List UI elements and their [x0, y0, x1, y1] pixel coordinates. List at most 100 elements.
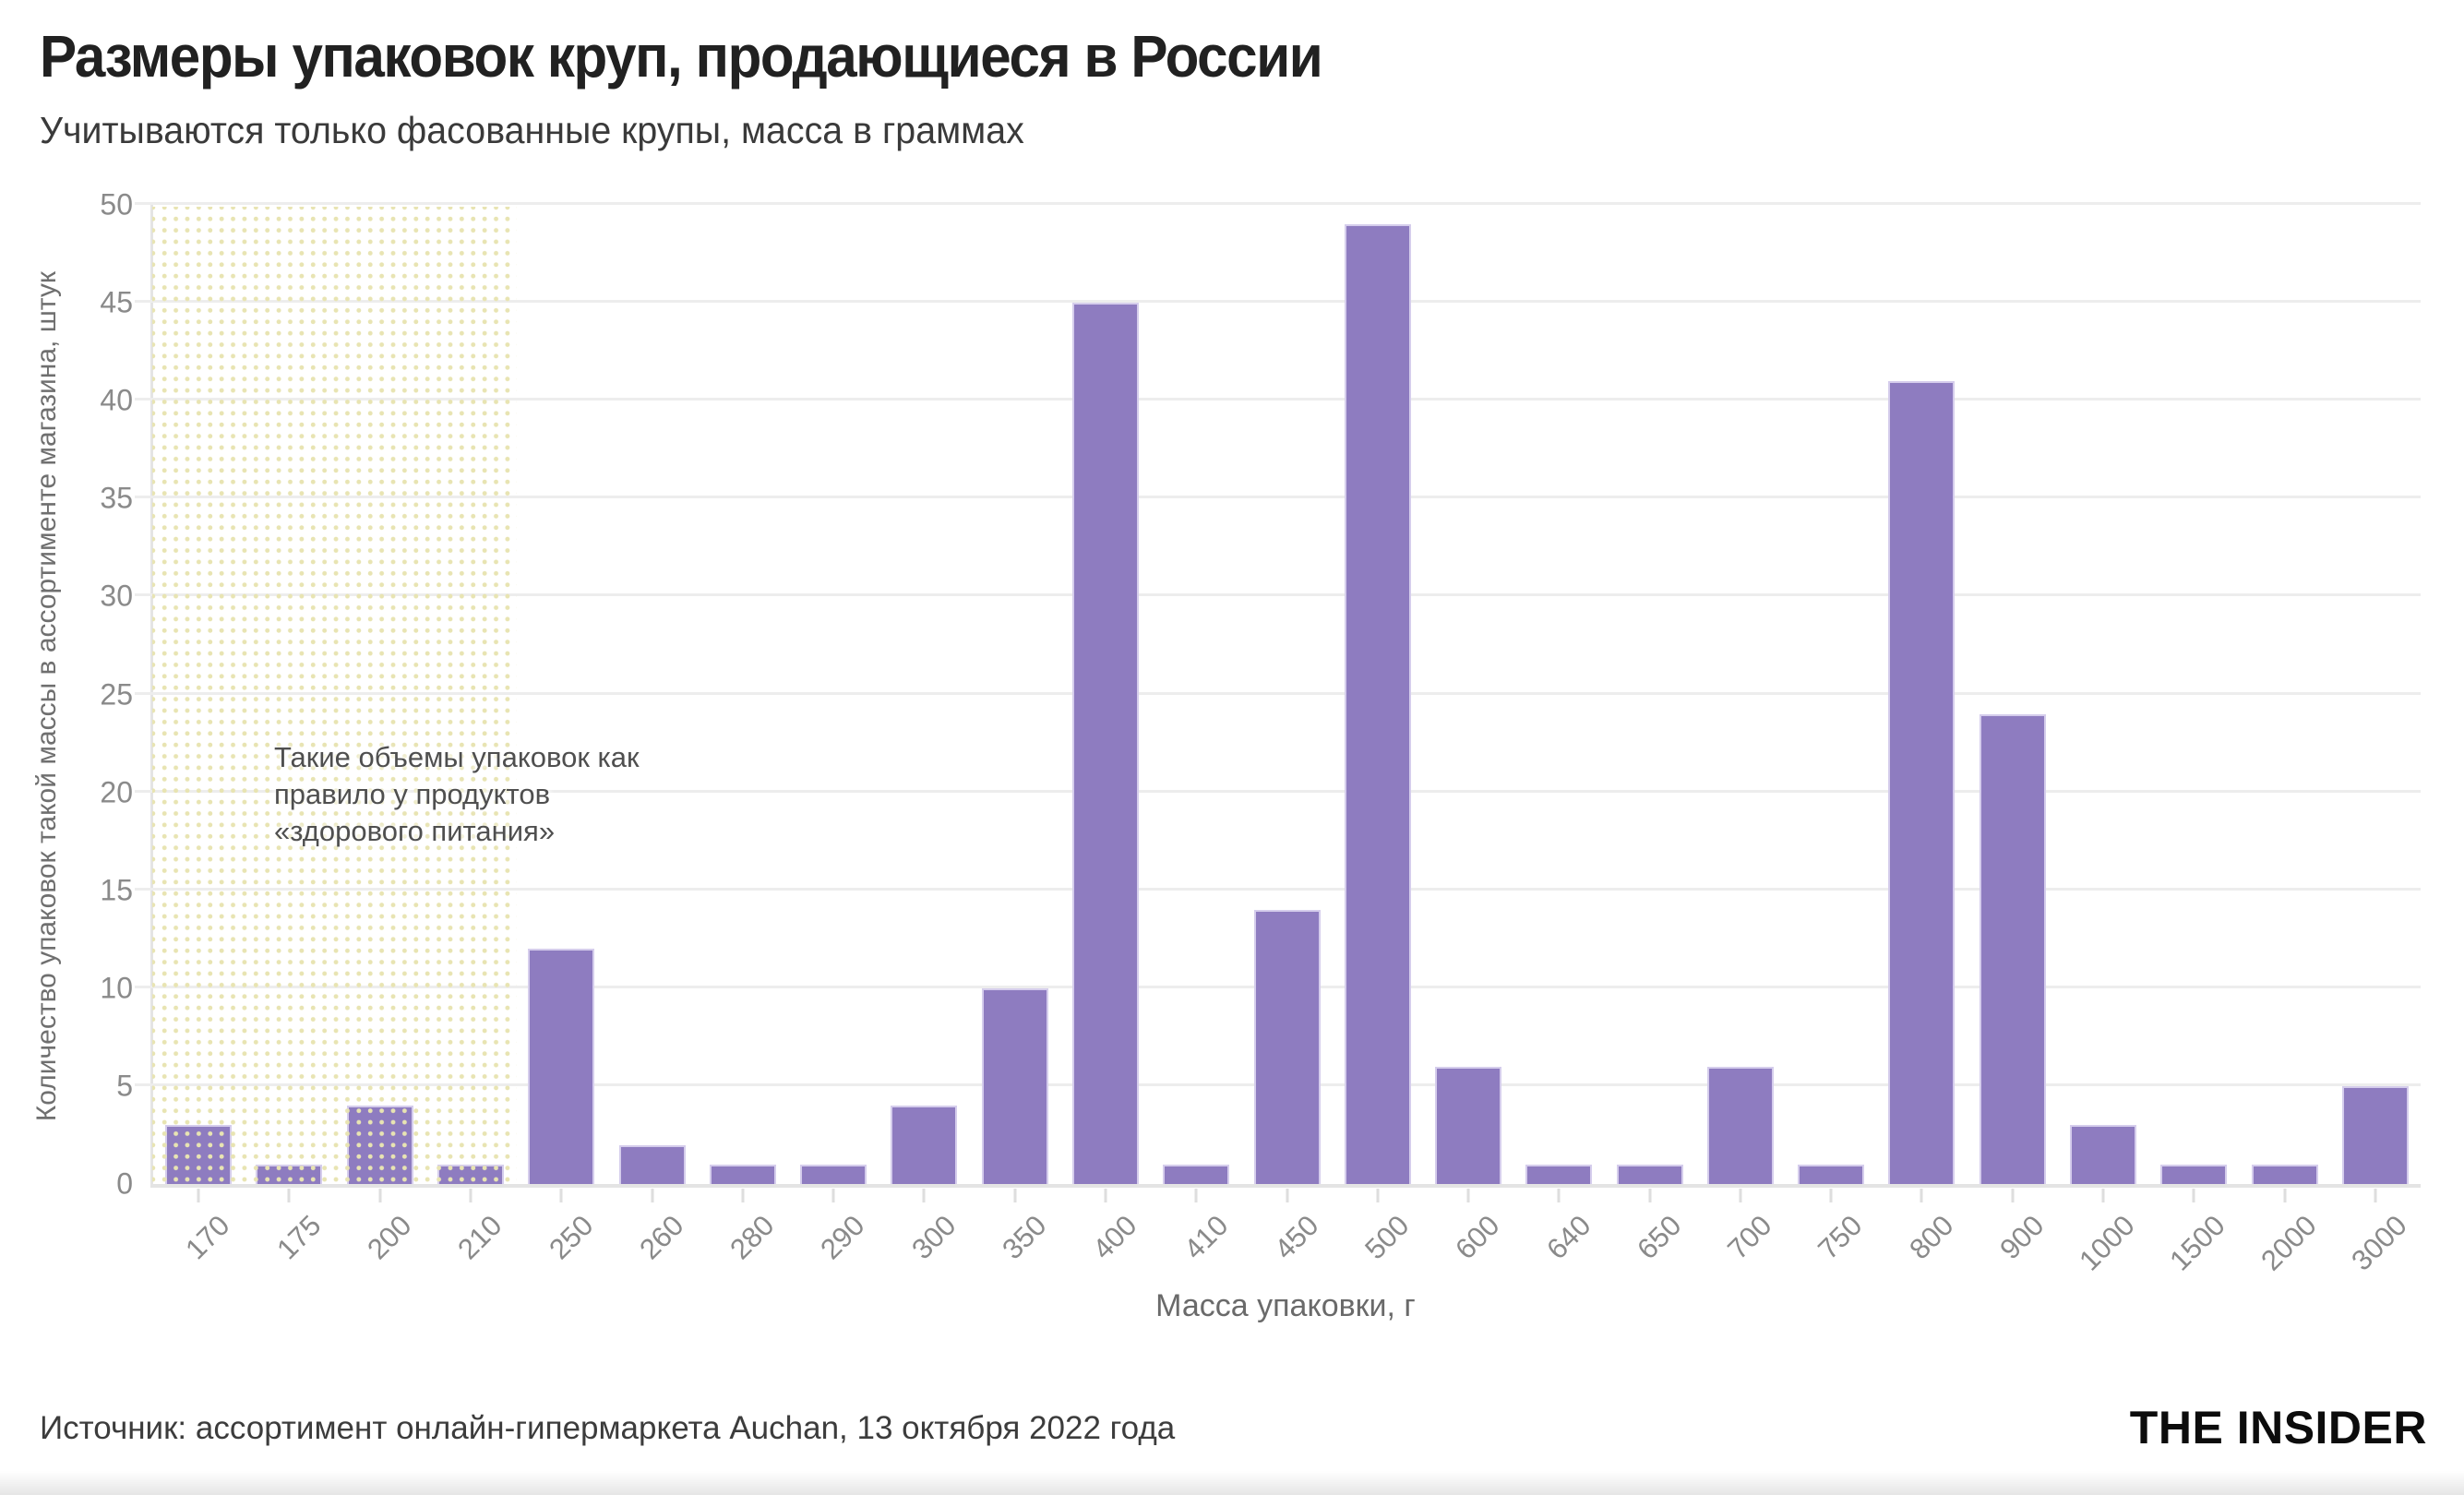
x-tick-label: 650 — [1631, 1209, 1688, 1266]
bar — [437, 1164, 504, 1184]
x-tick-label: 350 — [996, 1209, 1053, 1266]
x-axis-title: Масса упаковки, г — [1155, 1288, 1416, 1323]
x-tick-mark — [287, 1189, 291, 1202]
bar-column: 290 — [788, 205, 879, 1265]
bar-column: 750 — [1786, 205, 1876, 1265]
x-tick-label: 700 — [1721, 1209, 1778, 1266]
bar-column: 400 — [1060, 205, 1151, 1265]
bar-column: 600 — [1423, 205, 1513, 1265]
x-tick-mark — [469, 1189, 472, 1202]
y-tick-label: 40 — [100, 383, 133, 417]
x-tick-label: 800 — [1902, 1209, 1960, 1266]
bar — [1071, 303, 1139, 1184]
x-tick-mark — [1466, 1189, 1470, 1202]
bar — [528, 949, 595, 1184]
gridline — [135, 789, 2421, 793]
gridline — [135, 887, 2421, 891]
x-tick-label: 290 — [814, 1209, 871, 1266]
bar-column: 175 — [244, 205, 334, 1265]
x-tick-mark — [1013, 1189, 1017, 1202]
bar — [981, 987, 1048, 1184]
gridline — [135, 496, 2421, 499]
x-tick-label: 175 — [269, 1209, 328, 1266]
y-tick-label: 35 — [100, 481, 133, 515]
bar-column: 450 — [1241, 205, 1332, 1265]
x-tick-label: 250 — [542, 1209, 600, 1266]
gridline — [135, 300, 2421, 304]
bar-column: 700 — [1695, 205, 1786, 1265]
y-tick-label: 5 — [116, 1069, 133, 1103]
bar-column: 3000 — [2330, 205, 2421, 1277]
x-tick-label: 300 — [904, 1209, 963, 1266]
bottom-fade — [0, 1471, 2464, 1495]
bar — [891, 1106, 958, 1184]
bar-column: 350 — [970, 205, 1060, 1265]
bar — [1253, 909, 1321, 1184]
x-tick-label: 450 — [1267, 1209, 1325, 1266]
bar-column: 650 — [1605, 205, 1695, 1265]
x-tick-label: 1000 — [2073, 1209, 2141, 1277]
bar-column: 1500 — [2148, 205, 2239, 1277]
gridline — [135, 398, 2421, 401]
gridline — [135, 691, 2421, 695]
bar — [1525, 1164, 1593, 1184]
bar — [709, 1164, 776, 1184]
bars-layer: 170 175 200 210 250 260 280 290 300 350 400 410 450 5… — [153, 205, 2421, 1277]
plot-area: 170 175 200 210 250 260 280 290 300 350 400 410 450 5… — [100, 188, 2421, 1277]
bar — [1435, 1066, 1502, 1184]
x-tick-mark — [1557, 1189, 1561, 1202]
bar — [2341, 1085, 2409, 1184]
y-tick-label: 0 — [116, 1166, 133, 1201]
y-tick-label: 45 — [100, 285, 133, 319]
x-tick-label: 200 — [361, 1209, 418, 1266]
x-tick-label: 900 — [1993, 1209, 2051, 1266]
bar-column: 210 — [425, 205, 516, 1265]
bar — [2251, 1164, 2318, 1184]
x-tick-mark — [2192, 1189, 2195, 1202]
x-tick-label: 1500 — [2163, 1209, 2232, 1277]
source-note: Источник: ассортимент онлайн-гипермаркет… — [40, 1410, 1176, 1446]
bar — [2160, 1164, 2228, 1184]
bar — [800, 1164, 867, 1184]
bar — [618, 1144, 686, 1184]
x-tick-mark — [1194, 1189, 1198, 1202]
x-tick-label: 170 — [179, 1209, 236, 1266]
y-tick-label: 50 — [100, 187, 133, 221]
bar-column: 2000 — [2239, 205, 2329, 1277]
bar-column: 260 — [606, 205, 697, 1265]
y-tick-label: 10 — [100, 971, 133, 1005]
y-tick-label: 15 — [100, 873, 133, 907]
bar-column: 170 — [153, 205, 244, 1265]
bar-column: 500 — [1333, 205, 1423, 1265]
gridline — [135, 202, 2421, 205]
bar-column: 300 — [879, 205, 969, 1265]
bar — [1163, 1164, 1230, 1184]
x-tick-label: 3000 — [2345, 1209, 2413, 1277]
y-tick-label: 20 — [100, 775, 133, 809]
x-tick-mark — [651, 1189, 654, 1202]
bar — [1616, 1164, 1683, 1184]
bar — [165, 1125, 233, 1184]
x-tick-mark — [1739, 1189, 1742, 1202]
bar-column: 200 — [335, 205, 425, 1265]
x-tick-mark — [1104, 1189, 1107, 1202]
x-tick-label: 400 — [1086, 1209, 1143, 1266]
x-tick-mark — [1376, 1189, 1380, 1202]
x-tick-mark — [2011, 1189, 2015, 1202]
bar-column: 280 — [698, 205, 788, 1265]
bar-column: 250 — [516, 205, 606, 1265]
x-tick-label: 410 — [1177, 1209, 1234, 1266]
bar — [1888, 380, 1956, 1184]
bar — [1979, 713, 2046, 1184]
x-tick-label: 500 — [1358, 1209, 1416, 1266]
x-tick-mark — [1648, 1189, 1652, 1202]
bar-column: 640 — [1513, 205, 1604, 1265]
y-tick-label: 25 — [100, 677, 133, 711]
x-tick-mark — [2283, 1189, 2287, 1202]
x-tick-mark — [2374, 1189, 2377, 1202]
bar-column: 900 — [1968, 205, 2058, 1265]
x-tick-mark — [197, 1189, 200, 1202]
x-tick-label: 280 — [724, 1209, 781, 1266]
bar-column: 410 — [1151, 205, 1241, 1265]
x-tick-mark — [922, 1189, 926, 1202]
